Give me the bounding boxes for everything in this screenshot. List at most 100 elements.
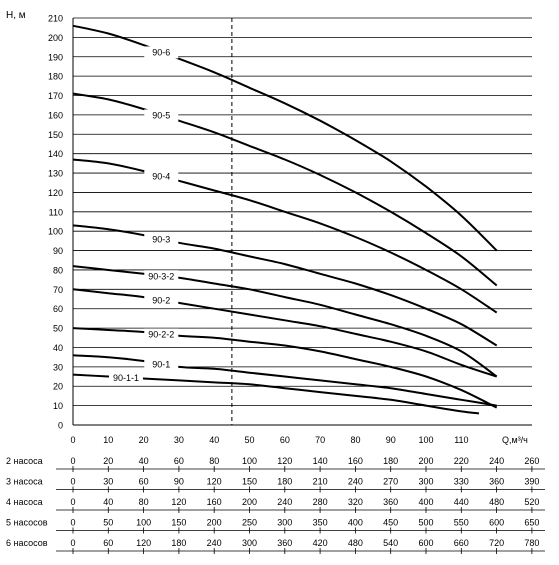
curve-label: 90-1 bbox=[152, 359, 170, 369]
table-cell: 120 bbox=[207, 477, 222, 487]
y-tick-label: 210 bbox=[48, 14, 63, 24]
curve-labels: 90-6 90-5 90-4 90-3 90-3-2 90-2 90-2-2 90-1 90-1… bbox=[108, 46, 179, 385]
table-cell: 240 bbox=[207, 538, 222, 548]
table-cell: 60 bbox=[103, 538, 113, 548]
table-cell: 0 bbox=[70, 497, 75, 507]
curve-90-6 bbox=[72, 24, 498, 252]
curve-label: 90-2-2 bbox=[148, 329, 174, 339]
x-tick-label: 10 bbox=[103, 435, 113, 445]
y-tick-label: 190 bbox=[48, 52, 63, 62]
table-cell: 360 bbox=[277, 538, 292, 548]
table-cell: 780 bbox=[524, 538, 539, 548]
y-tick-label: 10 bbox=[53, 401, 63, 411]
table-cell: 250 bbox=[242, 518, 257, 528]
table-cell: 320 bbox=[348, 497, 363, 507]
table-cell: 160 bbox=[348, 456, 363, 466]
y-tick-label: 100 bbox=[48, 227, 63, 237]
table-cell: 150 bbox=[242, 477, 257, 487]
curves bbox=[72, 24, 498, 415]
curve-90-2-2 bbox=[72, 327, 498, 409]
curve-label-bg bbox=[144, 328, 179, 341]
table-cell: 140 bbox=[313, 456, 328, 466]
x-tick-label: 70 bbox=[315, 435, 325, 445]
table-cell: 180 bbox=[171, 538, 186, 548]
table-cell: 540 bbox=[383, 538, 398, 548]
curve-90-3 bbox=[72, 224, 498, 347]
curve-90-4 bbox=[72, 158, 498, 314]
y-tick-label: 30 bbox=[53, 362, 63, 372]
curve-label-bg bbox=[144, 358, 179, 371]
table-cell: 80 bbox=[209, 456, 219, 466]
y-tick-label: 80 bbox=[53, 265, 63, 275]
x-tick-label: 110 bbox=[454, 435, 468, 445]
curve-label: 90-3 bbox=[152, 234, 170, 244]
curve-label: 90-6 bbox=[152, 47, 170, 57]
table-cell: 400 bbox=[348, 518, 363, 528]
table-row-label: 2 насоса bbox=[6, 456, 43, 466]
table-cell: 550 bbox=[454, 518, 469, 528]
table-cell: 50 bbox=[103, 518, 113, 528]
table-cell: 150 bbox=[171, 518, 186, 528]
x-tick-label: 80 bbox=[350, 435, 360, 445]
table-cell: 30 bbox=[103, 477, 113, 487]
table-cell: 330 bbox=[454, 477, 469, 487]
table-cell: 450 bbox=[383, 518, 398, 528]
curve-label-bg bbox=[144, 109, 179, 122]
y-tick-label: 130 bbox=[48, 169, 63, 179]
table-cell: 0 bbox=[70, 538, 75, 548]
y-tick-label: 90 bbox=[53, 246, 63, 256]
table-cell: 120 bbox=[136, 538, 151, 548]
curve-label-bg bbox=[108, 372, 143, 385]
table-row-label: 5 насосов bbox=[6, 518, 48, 528]
y-tick-label: 140 bbox=[48, 149, 63, 159]
curve-90-1 bbox=[72, 354, 497, 407]
table-cell: 720 bbox=[489, 538, 504, 548]
table-cell: 20 bbox=[103, 456, 113, 466]
table-cell: 60 bbox=[139, 477, 149, 487]
table-cell: 200 bbox=[418, 456, 433, 466]
table-cell: 200 bbox=[242, 497, 257, 507]
table-cell: 60 bbox=[174, 456, 184, 466]
y-tick-label: 20 bbox=[53, 382, 63, 392]
curve-label-bg bbox=[144, 46, 179, 59]
table-cell: 440 bbox=[454, 497, 469, 507]
table-cell: 600 bbox=[489, 518, 504, 528]
table-cell: 0 bbox=[70, 456, 75, 466]
table-cell: 600 bbox=[418, 538, 433, 548]
table-cell: 660 bbox=[454, 538, 469, 548]
y-tick-label: 120 bbox=[48, 188, 63, 198]
table-cell: 90 bbox=[174, 477, 184, 487]
table-cell: 500 bbox=[418, 518, 433, 528]
curve-label-bg bbox=[144, 233, 179, 246]
table-cell: 160 bbox=[207, 497, 222, 507]
curve-label: 90-4 bbox=[152, 171, 170, 181]
table-cell: 420 bbox=[313, 538, 328, 548]
x-tick-label: 90 bbox=[386, 435, 396, 445]
y-axis-label: H, м bbox=[6, 10, 26, 21]
table-cell: 180 bbox=[383, 456, 398, 466]
x-tick-label: 40 bbox=[209, 435, 219, 445]
table-cell: 80 bbox=[139, 497, 149, 507]
table-cell: 360 bbox=[383, 497, 398, 507]
curve-label-bg bbox=[144, 170, 179, 183]
x-tick-label: 0 bbox=[70, 435, 75, 445]
curve-label: 90-5 bbox=[152, 110, 170, 120]
table-cell: 520 bbox=[524, 497, 539, 507]
y-tick-label: 180 bbox=[48, 72, 63, 82]
table-cell: 100 bbox=[136, 518, 151, 528]
x-tick-label: 50 bbox=[245, 435, 255, 445]
curve-90-3-2 bbox=[72, 265, 498, 378]
curve-90-5 bbox=[72, 92, 498, 287]
x-tick-label: 100 bbox=[419, 435, 434, 445]
table-cell: 120 bbox=[277, 456, 292, 466]
x-tick-label: 20 bbox=[139, 435, 149, 445]
table-cell: 270 bbox=[383, 477, 398, 487]
table-cell: 40 bbox=[139, 456, 149, 466]
curve-90-2 bbox=[72, 288, 498, 378]
table-cell: 280 bbox=[313, 497, 328, 507]
table-cell: 0 bbox=[70, 477, 75, 487]
table-cell: 400 bbox=[418, 497, 433, 507]
x-tick-label: 30 bbox=[174, 435, 184, 445]
flow-table: 2 насоса 0 20 40 60 80 100 120 140 160 180 200 220 24… bbox=[6, 456, 545, 554]
curve-label: 90-2 bbox=[152, 295, 170, 305]
